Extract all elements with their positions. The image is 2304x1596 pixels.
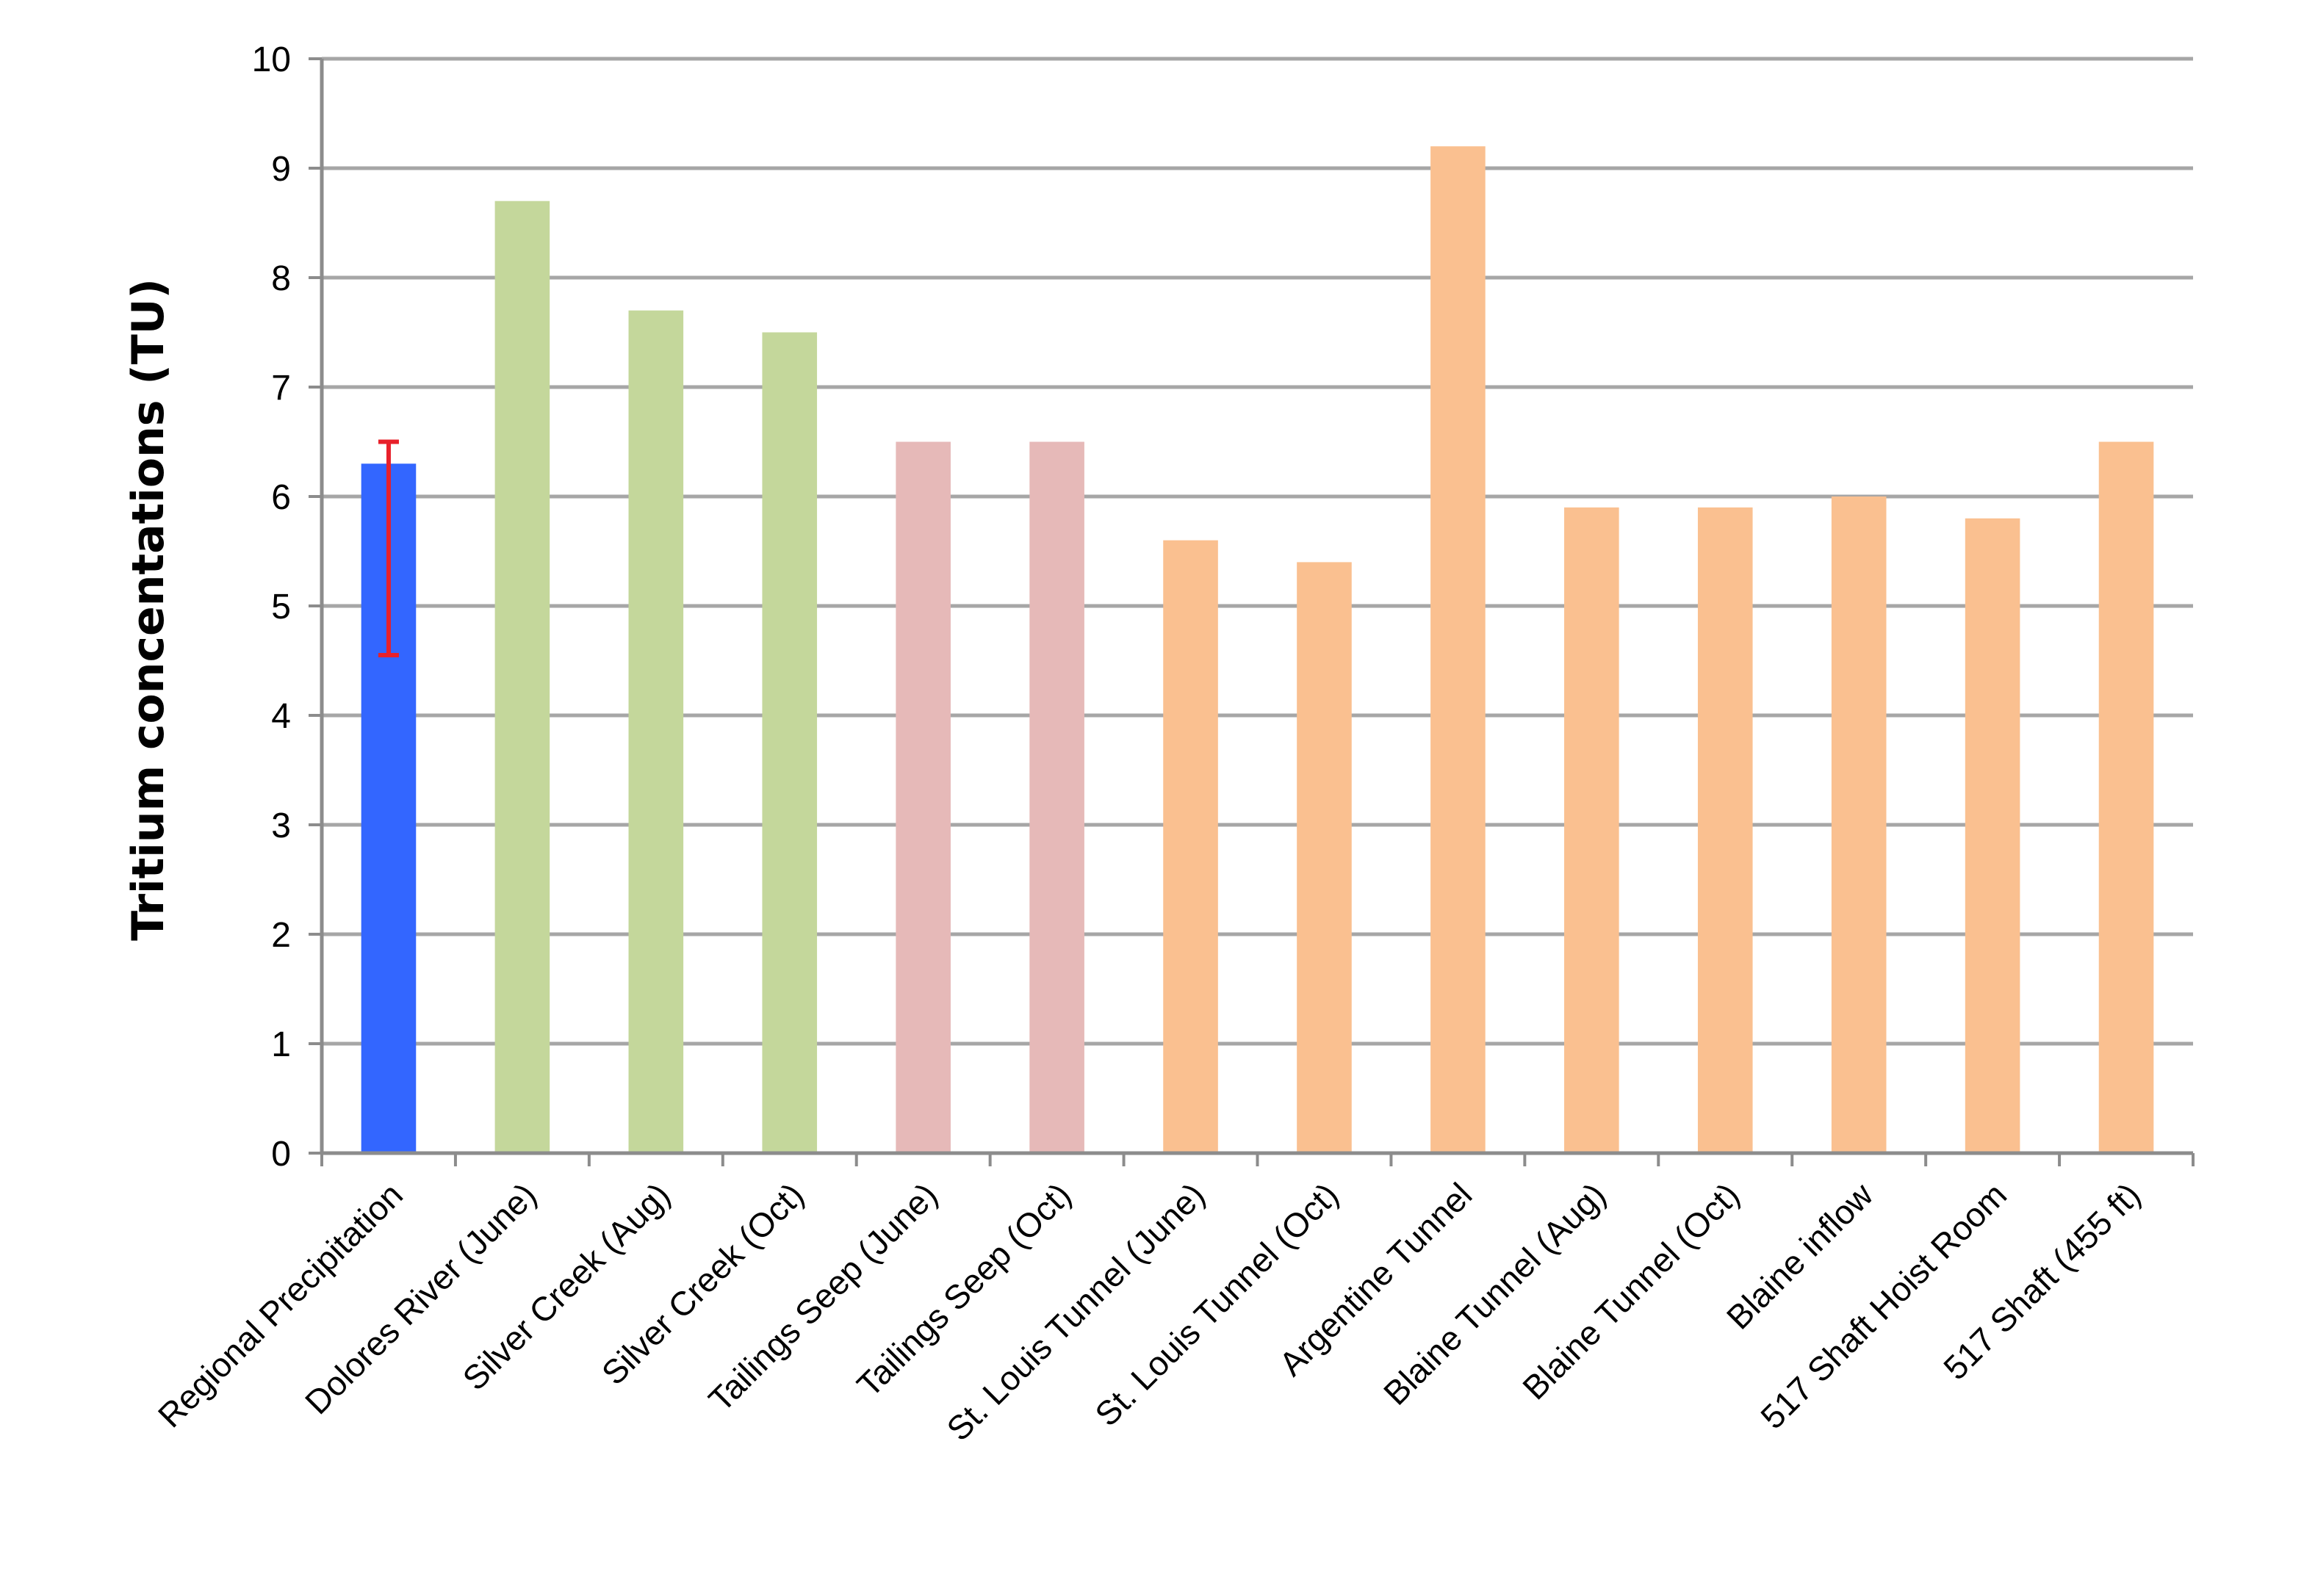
bars [361,146,2154,1154]
x-tick-label: St. Louis Tunnel (June) [939,1175,1212,1448]
bar [1564,507,1619,1153]
x-tick-label: Blaine Tunnel (Oct) [1515,1175,1746,1407]
y-tick-label: 8 [271,259,291,298]
bar [1965,518,2020,1153]
bar [628,310,684,1154]
error-bars [378,439,399,658]
x-tick-label: 517 Shaft Hoist Room [1753,1175,2014,1436]
bar [1297,562,1352,1153]
x-tick-label: Blaine Tunnel (Aug) [1376,1175,1613,1412]
bar [1430,146,1486,1154]
bar [896,441,951,1153]
error-bar [378,439,399,658]
x-tick-label: St. Louis Tunnel (Oct) [1087,1175,1345,1433]
y-tick-label: 3 [271,806,291,845]
bar [1831,497,1887,1153]
bar [494,201,550,1154]
y-tick-label: 6 [271,478,291,517]
gridlines [309,57,2195,1166]
x-tick-label: Dolores River (June) [298,1175,544,1421]
y-tick-labels: 0 1 2 3 4 5 6 7 8 9 10 [252,40,291,1174]
x-tick-label: Regional Precipitation [151,1175,410,1434]
y-tick-label: 4 [271,697,291,736]
bar [1029,441,1084,1153]
x-tick-label: Tailings Seep (June) [701,1175,944,1418]
y-tick-label: 10 [252,40,291,79]
bar [1163,540,1218,1153]
y-tick-label: 1 [271,1025,291,1064]
y-tick-label: 9 [271,150,291,189]
y-tick-label: 0 [271,1135,291,1174]
axes [320,59,2193,1155]
y-tick-label: 2 [271,916,291,955]
bar [2098,441,2154,1153]
y-tick-label: 5 [271,588,291,627]
bar [1697,507,1753,1153]
y-tick-label: 7 [271,369,291,408]
bar [762,332,818,1153]
y-axis-label: Tritium concentations (TU) [123,278,174,941]
